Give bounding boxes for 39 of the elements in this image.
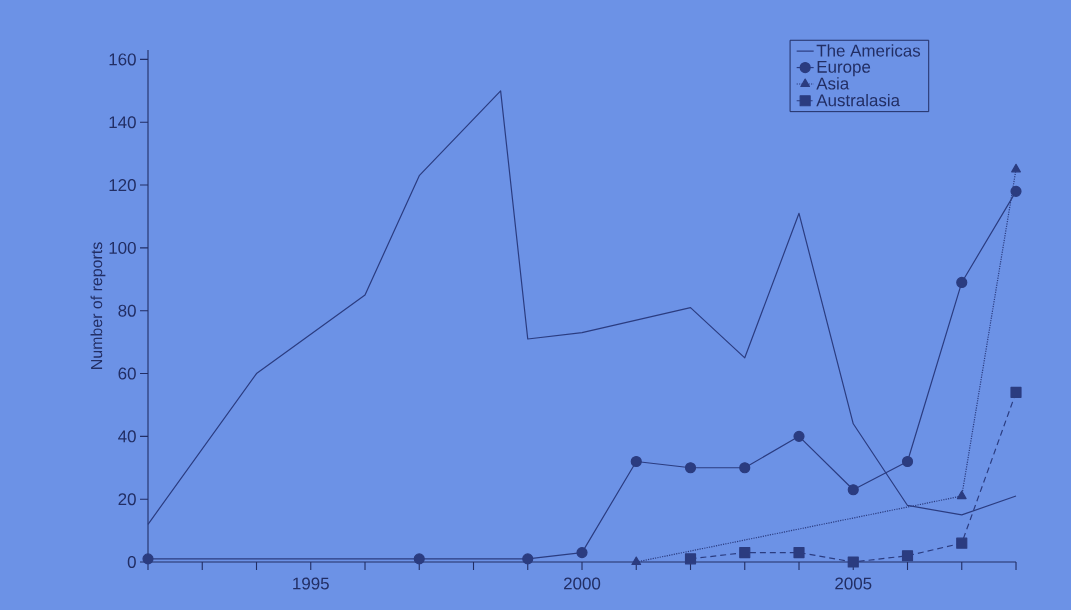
point [956, 537, 968, 549]
point [413, 553, 425, 565]
point [630, 455, 642, 468]
y-tick-label: 160 [109, 53, 136, 66]
x-tick-label: 2000 [564, 577, 601, 590]
point [684, 553, 697, 565]
point [901, 550, 914, 562]
legend-label: Europe [817, 60, 871, 77]
point [956, 490, 967, 500]
point [956, 276, 968, 289]
y-tick-label: 40 [118, 430, 136, 443]
y-tick-label: 20 [118, 493, 136, 506]
point [1011, 163, 1021, 173]
point [522, 553, 534, 565]
point [631, 556, 642, 566]
legend-label: The Americas [816, 44, 921, 57]
point [684, 462, 697, 474]
x-tick-label: 1995 [293, 577, 329, 590]
legend-label: Asia [816, 77, 850, 90]
legend-label: Australasia [816, 93, 901, 107]
point [901, 455, 914, 468]
point [142, 553, 154, 565]
y-axis-title: Number of reports [90, 242, 106, 369]
point [1010, 185, 1022, 197]
x-tick-label: 2005 [835, 577, 872, 590]
y-tick-label: 60 [118, 367, 136, 380]
point [1010, 386, 1022, 398]
point [847, 556, 859, 568]
point [793, 430, 805, 442]
point [793, 546, 805, 559]
point [576, 546, 588, 559]
point [739, 462, 751, 474]
y-tick-label: 80 [118, 304, 136, 317]
point [739, 546, 751, 559]
point [847, 484, 859, 496]
y-tick-label: 140 [109, 116, 136, 129]
y-tick-label: 0 [127, 556, 136, 568]
y-tick-label: 100 [109, 241, 136, 254]
y-tick-label: 120 [109, 179, 136, 192]
